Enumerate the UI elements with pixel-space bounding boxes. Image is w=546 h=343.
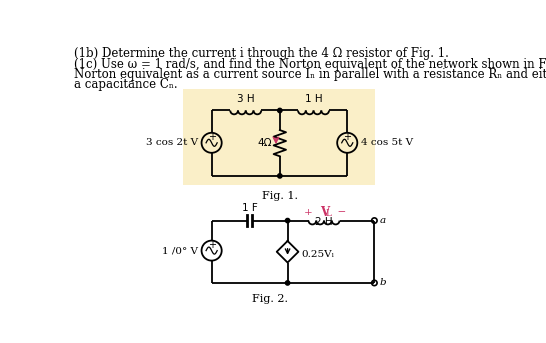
Text: (1c) Use ω = 1 rad/s, and find the Norton equivalent of the network shown in Fig: (1c) Use ω = 1 rad/s, and find the Norto… xyxy=(74,58,546,71)
Text: 0.25Vₗ: 0.25Vₗ xyxy=(301,250,335,259)
Text: +: + xyxy=(207,132,216,142)
Text: +: + xyxy=(343,132,351,142)
Text: L: L xyxy=(325,209,331,218)
Text: 4Ω: 4Ω xyxy=(258,138,272,148)
Text: a capacitance Cₙ.: a capacitance Cₙ. xyxy=(74,78,177,91)
Text: Norton equivalent as a current source Iₙ in parallel with a resistance Rₙ and ei: Norton equivalent as a current source Iₙ… xyxy=(74,68,546,81)
Circle shape xyxy=(278,108,282,113)
Circle shape xyxy=(286,218,290,223)
Text: V: V xyxy=(320,205,329,218)
Text: 1 H: 1 H xyxy=(305,94,322,104)
FancyBboxPatch shape xyxy=(183,89,375,185)
Circle shape xyxy=(286,281,290,285)
Text: Fig. 1.: Fig. 1. xyxy=(262,191,298,201)
Text: +: + xyxy=(304,208,316,217)
Text: 1 F: 1 F xyxy=(242,203,258,213)
Text: b: b xyxy=(380,279,387,287)
Text: 2 H: 2 H xyxy=(315,217,333,227)
Text: 3 cos 2t V: 3 cos 2t V xyxy=(146,138,198,147)
Text: 1 /0° V: 1 /0° V xyxy=(162,246,198,255)
Text: 3 H: 3 H xyxy=(237,94,254,104)
Text: 4 cos 5t V: 4 cos 5t V xyxy=(361,138,413,147)
Text: a: a xyxy=(380,216,386,225)
Circle shape xyxy=(278,174,282,178)
Text: +: + xyxy=(207,240,216,250)
Text: (1b) Determine the current i through the 4 Ω resistor of Fig. 1.: (1b) Determine the current i through the… xyxy=(74,47,449,60)
Text: Fig. 2.: Fig. 2. xyxy=(252,294,288,304)
Text: −: − xyxy=(331,208,346,217)
